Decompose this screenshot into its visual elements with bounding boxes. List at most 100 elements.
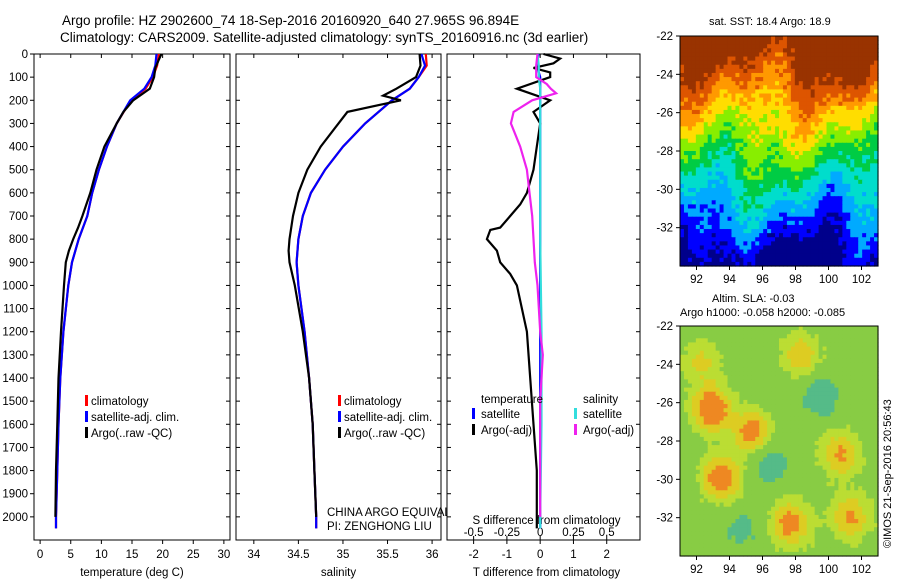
map-cell bbox=[711, 105, 717, 111]
map-cell bbox=[782, 371, 788, 376]
map-cell bbox=[862, 122, 867, 127]
map-cell bbox=[711, 391, 717, 397]
map-cell bbox=[790, 224, 796, 230]
map-cell bbox=[862, 118, 867, 123]
map-cell bbox=[866, 334, 871, 339]
map-cell bbox=[755, 85, 760, 90]
map-cell bbox=[814, 97, 820, 103]
map-cell bbox=[798, 109, 804, 115]
map-cell bbox=[735, 187, 740, 193]
map-cell bbox=[814, 208, 820, 214]
map-cell bbox=[866, 192, 871, 197]
map-cell bbox=[759, 346, 764, 352]
map-cell bbox=[794, 449, 800, 454]
map-cell bbox=[794, 330, 800, 335]
map-cell bbox=[691, 179, 697, 185]
map-cell bbox=[786, 36, 792, 41]
map-cell bbox=[822, 445, 828, 450]
map-cell bbox=[699, 216, 705, 222]
map-cell bbox=[687, 229, 693, 234]
map-cell bbox=[850, 249, 855, 255]
map-cell bbox=[874, 77, 879, 82]
map-cell bbox=[854, 469, 859, 475]
map-cell bbox=[743, 60, 748, 66]
map-cell bbox=[838, 101, 843, 107]
map-cell bbox=[731, 216, 737, 222]
map-cell bbox=[731, 346, 737, 352]
map-cell bbox=[683, 89, 689, 95]
map-cell bbox=[850, 354, 855, 360]
map-cell bbox=[735, 362, 740, 368]
map-cell bbox=[874, 171, 879, 177]
map-cell bbox=[707, 101, 713, 107]
map-cell bbox=[743, 249, 748, 255]
map-cell bbox=[798, 155, 804, 160]
map-cell bbox=[834, 416, 839, 422]
map-cell bbox=[814, 424, 820, 430]
map-cell bbox=[707, 200, 713, 205]
map-cell bbox=[790, 167, 796, 173]
map-cell bbox=[822, 375, 828, 380]
map-cell bbox=[731, 465, 737, 471]
map-cell bbox=[691, 482, 697, 487]
map-cell bbox=[727, 342, 733, 348]
map-cell bbox=[830, 175, 836, 181]
map-cell bbox=[830, 379, 836, 385]
depth-tick-label: 200 bbox=[9, 95, 28, 107]
map-cell bbox=[814, 346, 820, 352]
map-cell bbox=[751, 330, 756, 335]
map-cell bbox=[818, 151, 824, 156]
map-cell bbox=[687, 404, 693, 409]
map-cell bbox=[794, 477, 800, 483]
map-cell bbox=[798, 224, 804, 230]
map-cell bbox=[735, 350, 740, 356]
map-cell bbox=[680, 101, 685, 107]
map-cell bbox=[731, 253, 737, 259]
map-cell bbox=[711, 358, 717, 364]
map-cell bbox=[759, 68, 764, 74]
map-cell bbox=[806, 428, 812, 434]
map-cell bbox=[739, 204, 744, 210]
map-cell bbox=[806, 330, 812, 335]
map-cell bbox=[842, 334, 847, 339]
map-cell bbox=[715, 208, 721, 214]
map-cell bbox=[691, 346, 697, 352]
map-cell bbox=[802, 453, 808, 459]
map-cell bbox=[735, 354, 740, 360]
map-cell bbox=[751, 261, 756, 267]
map-cell bbox=[691, 142, 697, 148]
map-cell bbox=[743, 155, 748, 160]
map-cell bbox=[842, 192, 847, 197]
map-cell bbox=[814, 56, 820, 62]
map-cell bbox=[826, 342, 832, 348]
map-cell bbox=[699, 151, 705, 156]
map-cell bbox=[810, 134, 816, 140]
map-cell bbox=[711, 362, 717, 368]
map-cell bbox=[806, 395, 812, 401]
map-cell bbox=[719, 192, 725, 197]
map-cell bbox=[707, 346, 713, 352]
map-cell bbox=[767, 326, 772, 331]
map-cell bbox=[830, 428, 836, 434]
map-cell bbox=[862, 175, 867, 181]
map-cell bbox=[759, 358, 764, 364]
map-cell bbox=[763, 167, 768, 173]
series-line bbox=[287, 53, 422, 517]
map-cell bbox=[782, 461, 788, 467]
map-cell bbox=[683, 105, 689, 111]
map-cell bbox=[830, 56, 836, 62]
map-cell bbox=[711, 114, 717, 119]
map-cell bbox=[743, 229, 748, 234]
depth-tick-label: 100 bbox=[9, 72, 28, 84]
map-cell bbox=[723, 383, 729, 389]
map-cell bbox=[826, 126, 832, 132]
map-cell bbox=[802, 441, 808, 446]
map-cell bbox=[775, 60, 780, 66]
map-cell bbox=[699, 461, 705, 467]
map-cell bbox=[846, 354, 851, 360]
map-cell bbox=[826, 151, 832, 156]
map-cell bbox=[775, 44, 780, 49]
map-cell bbox=[874, 346, 879, 352]
map-cell bbox=[767, 212, 772, 218]
map-cell bbox=[818, 134, 824, 140]
